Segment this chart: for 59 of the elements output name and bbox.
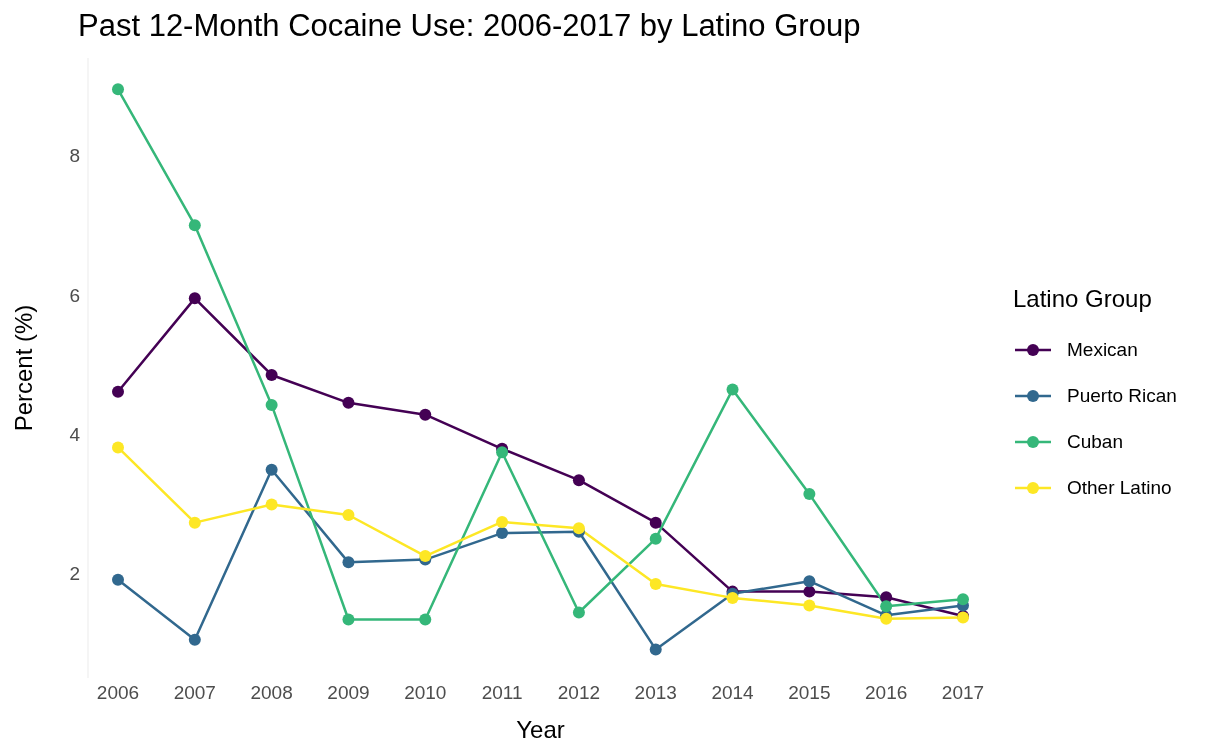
point <box>649 643 662 656</box>
legend-label: Mexican <box>1067 339 1138 361</box>
x-axis-title: Year <box>516 716 565 743</box>
y-tick-label: 6 <box>69 284 80 306</box>
point <box>572 606 585 619</box>
point <box>342 556 355 569</box>
point <box>112 385 124 398</box>
point <box>112 573 124 586</box>
y-axis-title: Percent (%) <box>9 304 37 432</box>
x-tick-label: 2012 <box>557 682 601 704</box>
point <box>188 292 201 305</box>
point <box>112 83 124 96</box>
point <box>342 396 355 409</box>
point <box>112 441 124 454</box>
point <box>880 600 893 613</box>
x-tick-label: 2009 <box>327 682 370 704</box>
point <box>957 593 969 606</box>
point <box>803 585 816 598</box>
point <box>649 577 662 590</box>
point <box>803 575 816 588</box>
x-tick-label: 2013 <box>634 682 677 704</box>
y-tick-label: 8 <box>69 145 80 167</box>
chart-title: Past 12-Month Cocaine Use: 2006-2017 by Latino Group <box>77 8 862 45</box>
x-tick-label: 2015 <box>788 682 831 704</box>
legend-title: Latino Group <box>1013 285 1153 313</box>
x-tick-label: 2006 <box>96 682 140 704</box>
point <box>726 383 739 396</box>
point <box>188 516 201 529</box>
point <box>649 516 662 529</box>
point <box>496 446 509 459</box>
x-tick-label: 2010 <box>404 682 447 704</box>
legend-label: Other Latino <box>1067 477 1172 499</box>
legend-label: Puerto Rican <box>1067 385 1177 407</box>
point <box>265 368 278 381</box>
point <box>496 515 509 528</box>
x-tick-label: 2014 <box>711 682 755 704</box>
y-tick-label: 4 <box>69 423 81 445</box>
point <box>419 408 432 421</box>
point <box>572 474 585 487</box>
x-tick-label: 2007 <box>173 682 216 704</box>
point <box>265 398 278 411</box>
x-tick-label: 2008 <box>250 682 293 704</box>
point <box>265 498 278 511</box>
point <box>803 599 816 612</box>
point <box>188 633 201 646</box>
point <box>726 591 739 604</box>
point <box>649 532 662 545</box>
x-tick-label: 2017 <box>941 682 985 704</box>
point <box>265 463 278 476</box>
point <box>342 613 355 626</box>
point <box>496 527 509 540</box>
point <box>188 219 201 232</box>
point <box>419 613 432 626</box>
point <box>342 508 355 521</box>
y-tick-label: 2 <box>69 563 80 585</box>
x-tick-label: 2011 <box>481 682 523 704</box>
point <box>803 488 816 501</box>
x-tick-label: 2016 <box>865 682 908 704</box>
legend-label: Cuban <box>1067 431 1123 453</box>
